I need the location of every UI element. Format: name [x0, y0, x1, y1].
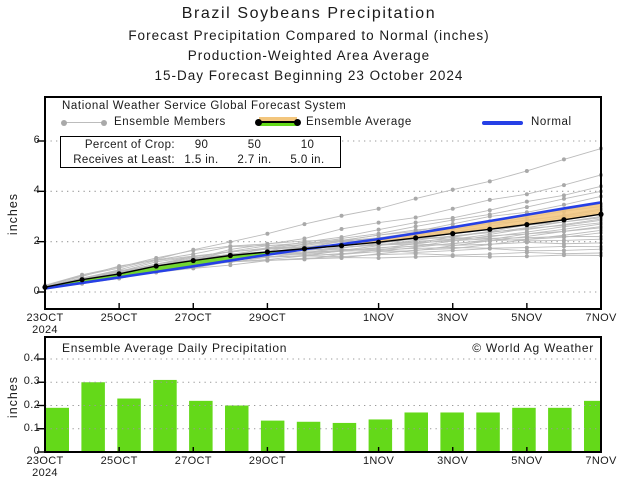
receives-at-least-label: Receives at Least:	[61, 153, 175, 168]
ensemble-members-key-icon	[61, 117, 107, 129]
bottom-x-tick-label: 25OCT	[94, 455, 144, 467]
data-source-label: National Weather Service Global Forecast…	[62, 100, 346, 112]
crop-percent-table: Percent of Crop: 90 50 10 Receives at Le…	[60, 136, 341, 168]
normal-line-key-icon	[482, 121, 523, 125]
bottom-x-tick-label: 3NOV	[428, 455, 478, 467]
black-line-swatch	[259, 121, 297, 123]
green-band-swatch	[259, 122, 297, 126]
bottom-x-tick-label: 1NOV	[354, 455, 404, 467]
bottom-y-tick-label: 0.4	[8, 352, 40, 364]
top-x-tick-label: 5NOV	[502, 312, 552, 324]
bottom-x-tick-label: 23OCT	[20, 455, 70, 467]
ensemble-average-key-icon	[256, 116, 300, 129]
percent-value: 90	[175, 138, 228, 153]
black-dot-swatch	[294, 119, 301, 126]
percent-value: 10	[281, 138, 334, 153]
percent-of-crop-label: Percent of Crop:	[61, 138, 175, 153]
bottom-y-tick-label: 0.2	[8, 399, 40, 411]
top-x-tick-label: 29OCT	[242, 312, 292, 324]
top-x-tick-label: 27OCT	[168, 312, 218, 324]
bottom-x-tick-label: 27OCT	[168, 455, 218, 467]
legend-ensemble-average-label: Ensemble Average	[306, 116, 412, 128]
legend-normal-label: Normal	[531, 116, 572, 128]
receives-at-least-row: Receives at Least: 1.5 in. 2.7 in. 5.0 i…	[61, 153, 340, 168]
weather-forecast-chart-page: Brazil Soybeans Precipitation Forecast P…	[0, 0, 618, 481]
gray-dot-swatch	[61, 120, 67, 126]
bottom-y-tick-label: 0.3	[8, 375, 40, 387]
bottom-y-tick-label: 0.1	[8, 422, 40, 434]
bottom-x-tick-label: 7NOV	[576, 455, 618, 467]
legend-ensemble-members-label: Ensemble Members	[114, 116, 226, 128]
bottom-x-tick-label: 29OCT	[242, 455, 292, 467]
top-x-tick-label: 7NOV	[576, 312, 618, 324]
amount-value: 5.0 in.	[281, 153, 334, 168]
top-x-year-label: 2024	[20, 324, 70, 336]
bottom-x-tick-label: 5NOV	[502, 455, 552, 467]
percent-value: 50	[228, 138, 281, 153]
crop-percent-row: Percent of Crop: 90 50 10	[61, 138, 340, 153]
amount-value: 2.7 in.	[228, 153, 281, 168]
copyright-credit: © World Ag Weather	[472, 341, 594, 355]
bottom-x-year-label: 2024	[20, 467, 70, 479]
top-x-tick-label: 25OCT	[94, 312, 144, 324]
top-y-tick-label: 0	[8, 285, 40, 297]
gray-dot-swatch	[101, 120, 107, 126]
top-y-tick-label: 2	[8, 235, 40, 247]
bottom-chart-title: Ensemble Average Daily Precipitation	[62, 341, 287, 355]
top-x-tick-label: 23OCT	[20, 312, 70, 324]
gray-line-swatch	[64, 122, 104, 123]
top-y-tick-label: 4	[8, 184, 40, 196]
black-dot-swatch	[255, 119, 262, 126]
top-x-tick-label: 3NOV	[428, 312, 478, 324]
daily-precip-bars	[46, 380, 602, 452]
top-x-tick-label: 1NOV	[354, 312, 404, 324]
normal-line	[45, 202, 601, 288]
amount-value: 1.5 in.	[175, 153, 228, 168]
top-y-tick-label: 6	[8, 134, 40, 146]
charts-canvas	[0, 0, 618, 481]
